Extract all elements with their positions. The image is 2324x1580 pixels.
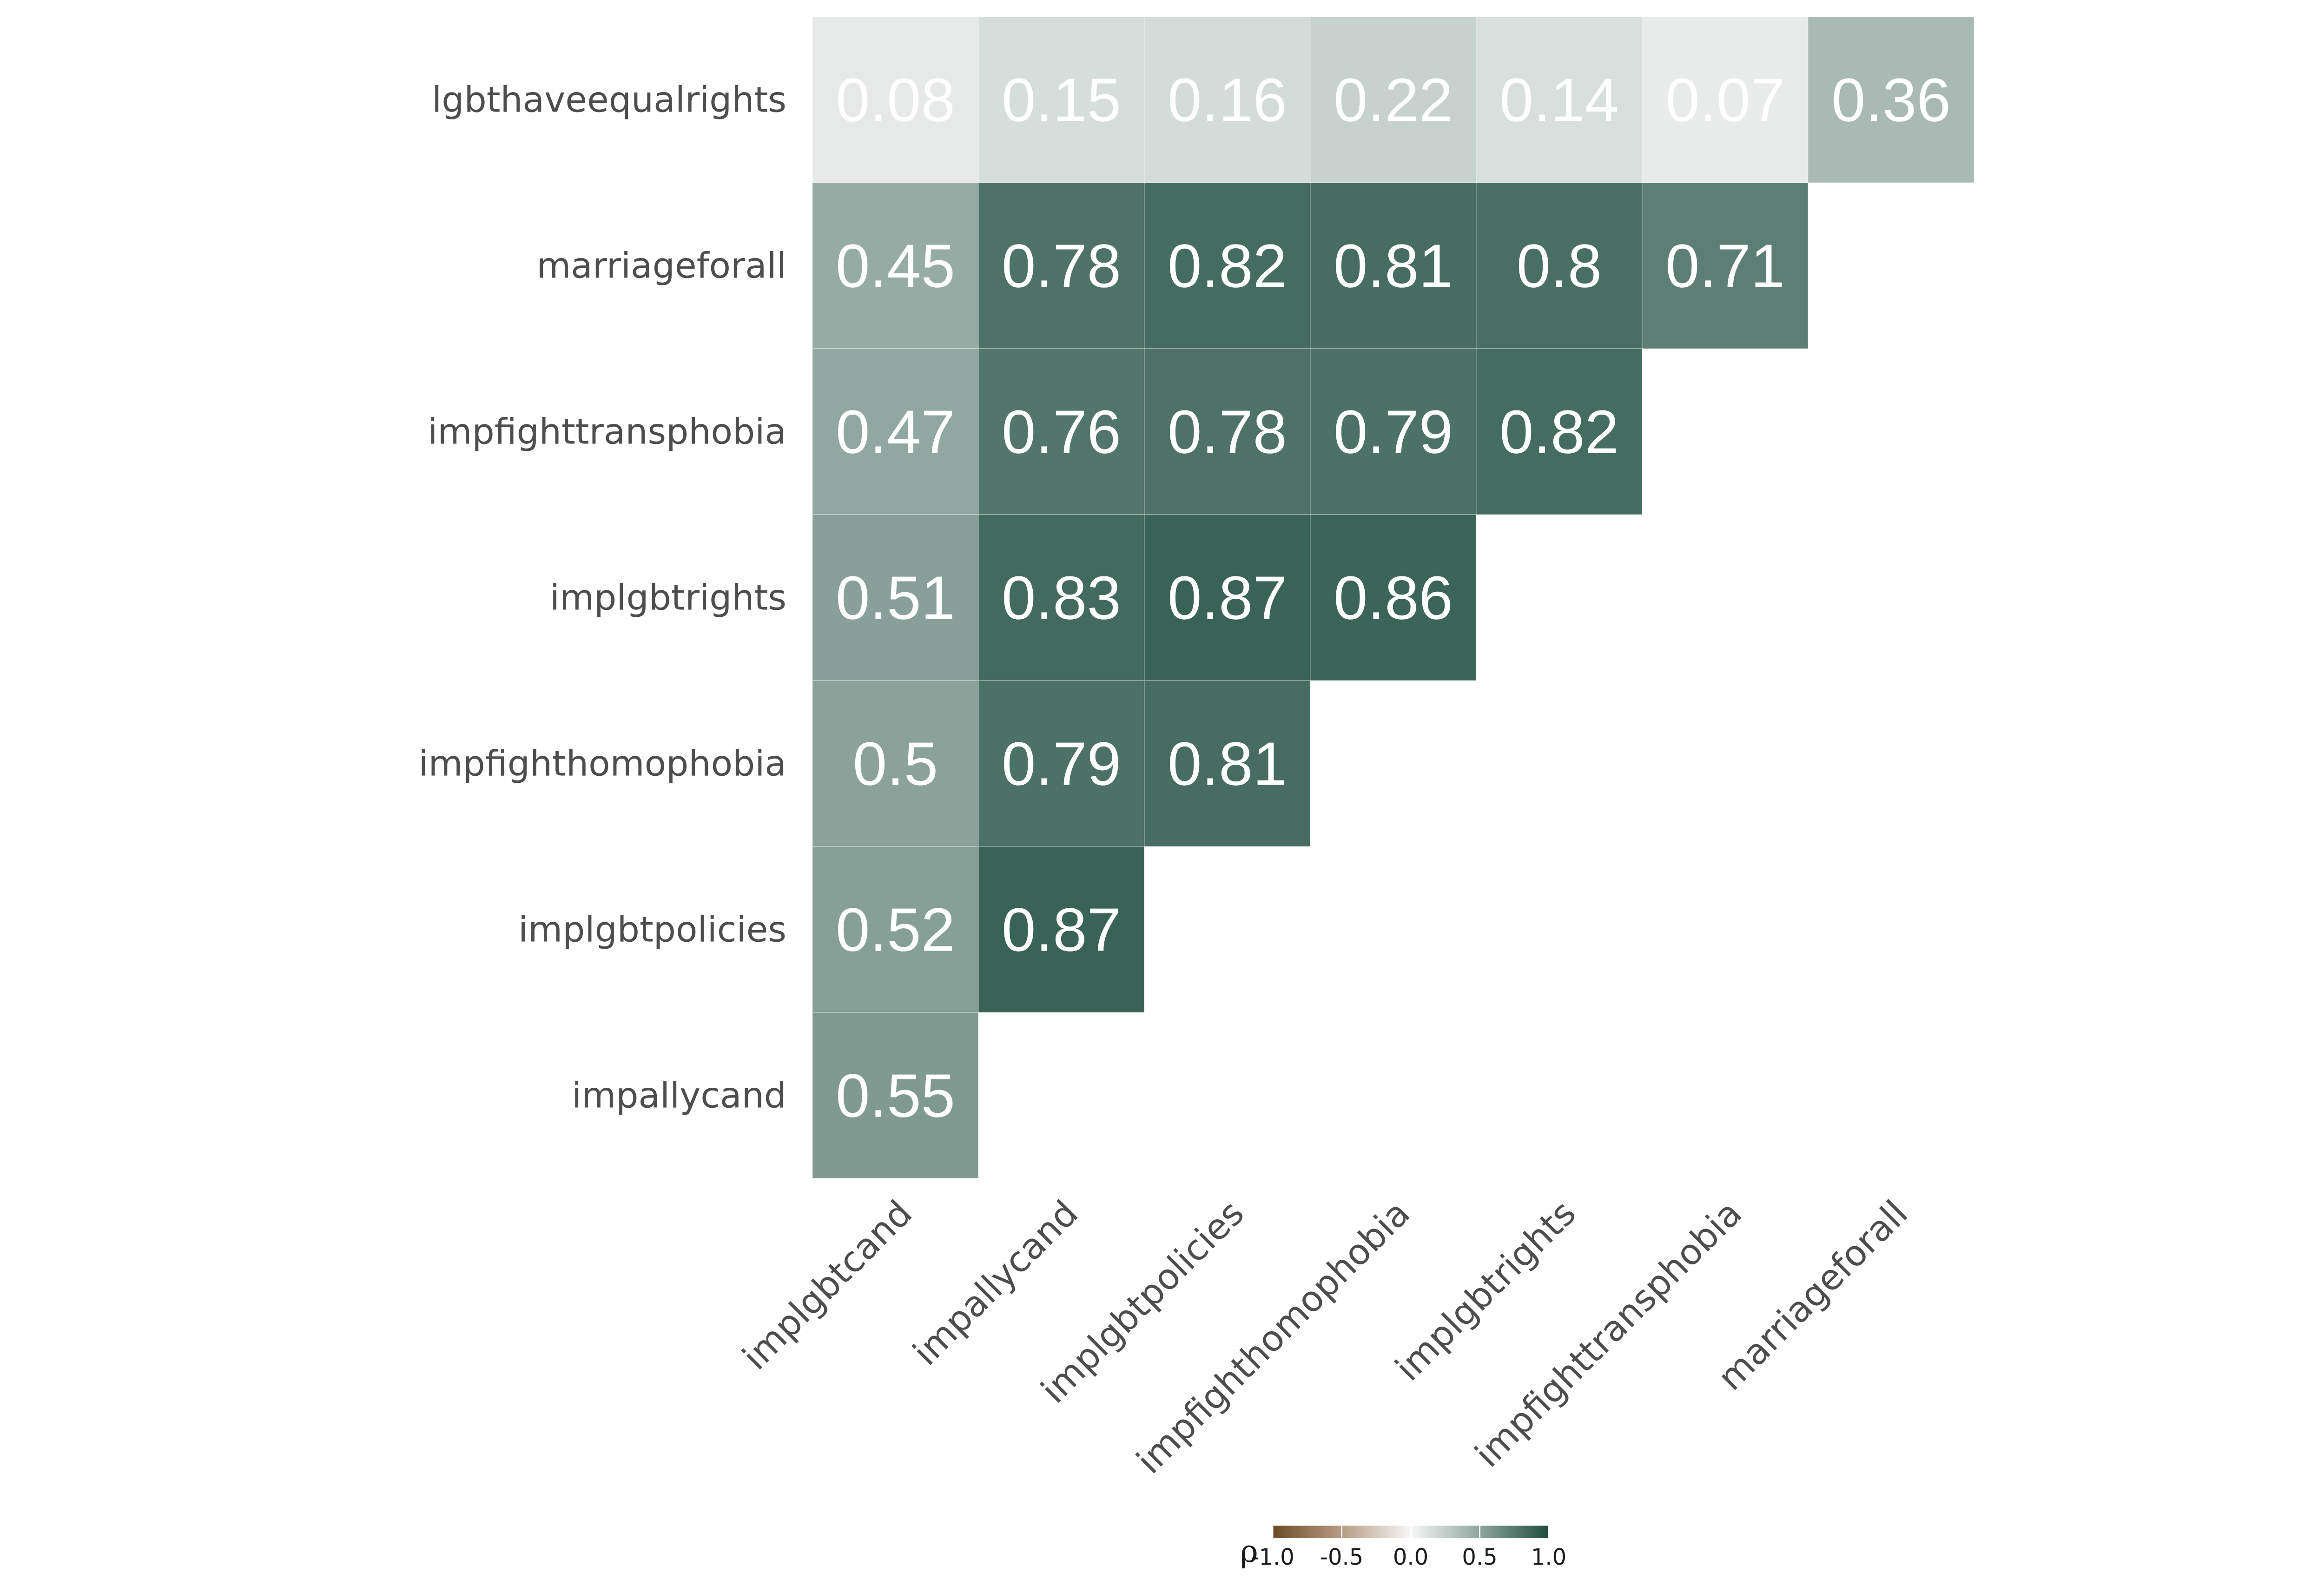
cell-value-label: 0.81	[1334, 232, 1453, 300]
cell-value-label: 0.76	[1002, 398, 1121, 466]
row-label: marriageforall	[536, 245, 786, 286]
cell-value-label: 0.08	[836, 66, 955, 134]
column-label: impfighthomophobia	[1129, 1192, 1418, 1482]
row-label: impfighttransphobia	[428, 411, 786, 452]
heatmap-cell	[1144, 514, 1311, 681]
cell-value-label: 0.52	[836, 896, 955, 964]
legend-tick-label: 0.0	[1393, 1544, 1428, 1570]
column-label: implgbtcand	[734, 1192, 920, 1378]
cell-value-label: 0.07	[1665, 66, 1785, 134]
heatmap-cell	[1144, 182, 1311, 349]
heatmap-cell	[1310, 348, 1477, 515]
cell-value-label: 0.16	[1168, 66, 1287, 134]
heatmap-cell	[812, 514, 979, 681]
legend-tick-label: 0.5	[1462, 1544, 1497, 1570]
cell-value-label: 0.78	[1002, 232, 1121, 300]
heatmap-cell	[812, 182, 979, 349]
legend-tick-label: -1.0	[1251, 1544, 1294, 1570]
heatmap-cell	[812, 348, 979, 515]
heatmap-cell	[1642, 182, 1809, 349]
cell-value-label: 0.36	[1831, 66, 1951, 134]
cell-value-label: 0.14	[1499, 66, 1619, 134]
column-label: impfighttransphobia	[1467, 1192, 1750, 1475]
legend-title: ρ	[1240, 1534, 1258, 1569]
cell-value-label: 0.81	[1168, 730, 1287, 798]
cell-value-label: 0.83	[1002, 564, 1121, 632]
cell-value-label: 0.22	[1334, 66, 1453, 134]
heatmap-cell	[978, 846, 1145, 1013]
row-label: lgbthaveequalrights	[432, 79, 786, 120]
row-label: implgbtpolicies	[518, 909, 786, 950]
heatmap-cell	[1808, 16, 1974, 183]
row-label: impallycand	[572, 1075, 786, 1116]
cell-value-label: 0.78	[1168, 398, 1287, 466]
heatmap-cell	[1144, 16, 1311, 183]
cell-value-label: 0.45	[836, 232, 955, 300]
heatmap-cell	[812, 846, 979, 1013]
heatmap-cell	[812, 680, 979, 847]
column-labels: implgbtcandimpallycandimplgbtpoliciesimp…	[734, 1192, 1915, 1482]
heatmap-cell	[1144, 680, 1311, 847]
heatmap-cell	[1310, 16, 1477, 183]
cell-value-label: 0.47	[836, 398, 955, 466]
cell-value-label: 0.8	[1517, 232, 1602, 300]
cell-value-label: 0.82	[1168, 232, 1287, 300]
legend-ticks: -1.0 -0.5 0.0 0.5 1.0	[1251, 1526, 1566, 1570]
cell-value-label: 0.87	[1168, 564, 1287, 632]
cell-value-label: 0.79	[1002, 730, 1121, 798]
heatmap-cell	[978, 348, 1145, 515]
cell-value-label: 0.82	[1499, 398, 1619, 466]
cell-value-label: 0.87	[1002, 896, 1121, 964]
heatmap-cell	[1476, 182, 1643, 349]
heatmap-cell	[1642, 16, 1809, 183]
heatmap-cell	[978, 16, 1145, 183]
cell-value-label: 0.55	[836, 1062, 955, 1130]
heatmap-cell	[978, 514, 1145, 681]
cell-value-label: 0.86	[1334, 564, 1453, 632]
cell-value-label: 0.71	[1665, 232, 1785, 300]
legend-tick-label: 1.0	[1531, 1544, 1566, 1570]
cell-value-label: 0.79	[1334, 398, 1453, 466]
heatmap-cell	[1310, 514, 1477, 681]
heatmap-cell	[1476, 348, 1643, 515]
cell-value-label: 0.15	[1002, 66, 1121, 134]
heatmap-cell	[812, 1012, 979, 1179]
heatmap-cell	[812, 16, 979, 183]
row-label: implgbtrights	[550, 577, 786, 618]
heatmap-cells: 0.08 0.15 0.16 0.22 0.14 0.07 0.36 0.45 0.78 0.82…	[812, 16, 1974, 1179]
cell-value-label: 0.5	[853, 730, 938, 798]
heatmap-cell	[1476, 16, 1643, 183]
row-label: impfighthomophobia	[418, 743, 786, 784]
legend-tick-label: -0.5	[1320, 1544, 1364, 1570]
row-labels: lgbthaveequalrights marriageforall impfigh…	[418, 79, 786, 1116]
color-legend: ρ -1.0 -0.5 0.0 0.5 1.0	[1240, 1526, 1566, 1570]
heatmap-cell	[1144, 348, 1311, 515]
cell-value-label: 0.51	[836, 564, 955, 632]
column-label: impallycand	[905, 1192, 1086, 1374]
